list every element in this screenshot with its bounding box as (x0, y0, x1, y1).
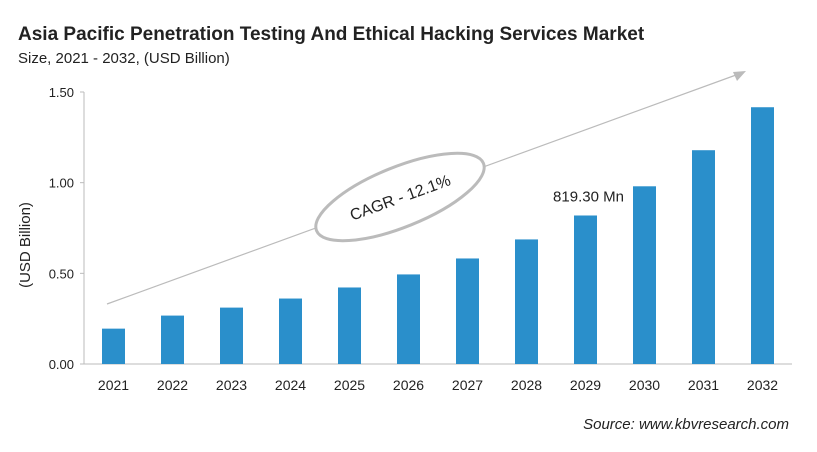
x-tick-label: 2031 (688, 377, 719, 393)
bar-2022 (161, 315, 184, 364)
bar-2030 (633, 186, 656, 364)
bar-2031 (692, 150, 715, 364)
x-tick-label: 2028 (511, 377, 542, 393)
y-tick-label: 1.50 (49, 85, 74, 100)
y-axis-label: (USD Billion) (17, 202, 34, 288)
bar-2032 (751, 107, 774, 365)
chart-title: Asia Pacific Penetration Testing And Eth… (18, 24, 645, 45)
trend-arrow-head (733, 71, 746, 81)
x-tick-label: 2029 (570, 377, 601, 393)
bar-2023 (220, 307, 243, 364)
x-tick-label: 2023 (216, 377, 247, 393)
source-note: Source: www.kbvresearch.com (583, 416, 789, 433)
bar-2028 (515, 239, 538, 364)
bar-2025 (338, 287, 361, 364)
bar-2026 (397, 274, 420, 364)
x-tick-label: 2024 (275, 377, 306, 393)
y-tick-label: 0.00 (49, 357, 74, 372)
y-tick-label: 1.00 (49, 176, 74, 191)
x-tick-label: 2021 (98, 377, 129, 393)
x-tick-label: 2026 (393, 377, 424, 393)
bar-2021 (102, 328, 125, 364)
value-label: 819.30 Mn (553, 188, 624, 205)
bar-2027 (456, 258, 479, 364)
y-tick-label: 0.50 (49, 266, 74, 281)
x-tick-label: 2022 (157, 377, 188, 393)
bar-2029 (574, 215, 597, 364)
chart-subtitle: Size, 2021 - 2032, (USD Billion) (18, 50, 230, 67)
cagr-ellipse (314, 151, 486, 243)
x-tick-label: 2030 (629, 377, 660, 393)
x-tick-label: 2025 (334, 377, 365, 393)
x-tick-label: 2027 (452, 377, 483, 393)
x-tick-label: 2032 (747, 377, 778, 393)
bar-2024 (279, 298, 302, 364)
